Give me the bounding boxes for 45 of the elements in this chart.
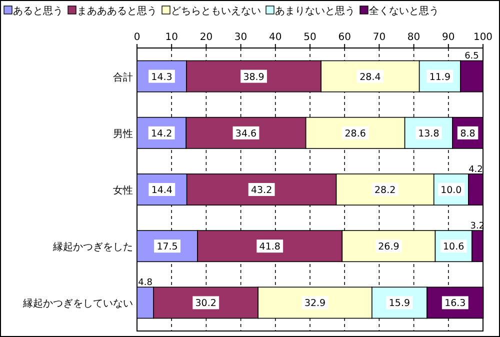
data-label: 17.5 xyxy=(156,242,178,253)
data-label: 4.8 xyxy=(138,278,153,288)
y-tick-label: 男性 xyxy=(113,128,133,140)
data-label: 38.9 xyxy=(243,72,264,83)
legend-label: まあああると思う xyxy=(77,6,157,17)
data-label: 4.2 xyxy=(468,164,483,175)
data-label: 11.9 xyxy=(429,72,450,83)
data-label: 28.4 xyxy=(360,72,381,83)
x-tick-label: 60 xyxy=(338,32,351,43)
x-tick-label: 0 xyxy=(134,32,140,43)
legend-label: あまりないと思う xyxy=(275,6,355,17)
data-label: 34.6 xyxy=(235,128,257,140)
data-label: 30.2 xyxy=(195,298,216,310)
data-label: 43.2 xyxy=(250,185,272,196)
x-tick-label: 90 xyxy=(442,32,455,43)
data-label: 8.8 xyxy=(460,128,476,140)
y-tick-label: 縁起かつぎをした xyxy=(52,241,133,254)
data-label: 26.9 xyxy=(378,242,400,253)
x-tick-label: 100 xyxy=(473,32,493,43)
x-tick-label: 40 xyxy=(269,32,282,43)
x-tick-label: 70 xyxy=(372,32,386,43)
data-label: 41.8 xyxy=(259,242,280,253)
data-label: 28.2 xyxy=(374,185,396,196)
data-label: 16.3 xyxy=(444,298,466,310)
x-tick-label: 30 xyxy=(234,32,248,43)
legend-label: どちらともいえない xyxy=(171,6,261,17)
data-label: 13.8 xyxy=(418,128,440,140)
data-label: 10.6 xyxy=(443,242,464,253)
legend-label: あると思う xyxy=(13,6,63,17)
y-tick-label: 合計 xyxy=(113,71,133,84)
x-tick-label: 50 xyxy=(304,32,316,43)
x-tick-label: 20 xyxy=(200,32,213,43)
data-label: 14.3 xyxy=(151,72,172,83)
data-label: 6.5 xyxy=(464,52,479,62)
data-label: 10.0 xyxy=(440,185,462,196)
data-label: 32.9 xyxy=(304,298,326,310)
x-tick-label: 10 xyxy=(165,32,178,43)
data-label: 14.2 xyxy=(150,128,172,140)
x-tick-label: 80 xyxy=(407,32,420,43)
y-tick-label: 女性 xyxy=(113,184,133,196)
legend-label: 全くないと思う xyxy=(369,5,439,17)
data-label: 28.6 xyxy=(344,128,366,140)
y-tick-label: 縁起かつぎをしていない xyxy=(22,298,133,310)
data-label: 14.4 xyxy=(151,185,172,196)
data-label: 15.9 xyxy=(388,298,410,310)
